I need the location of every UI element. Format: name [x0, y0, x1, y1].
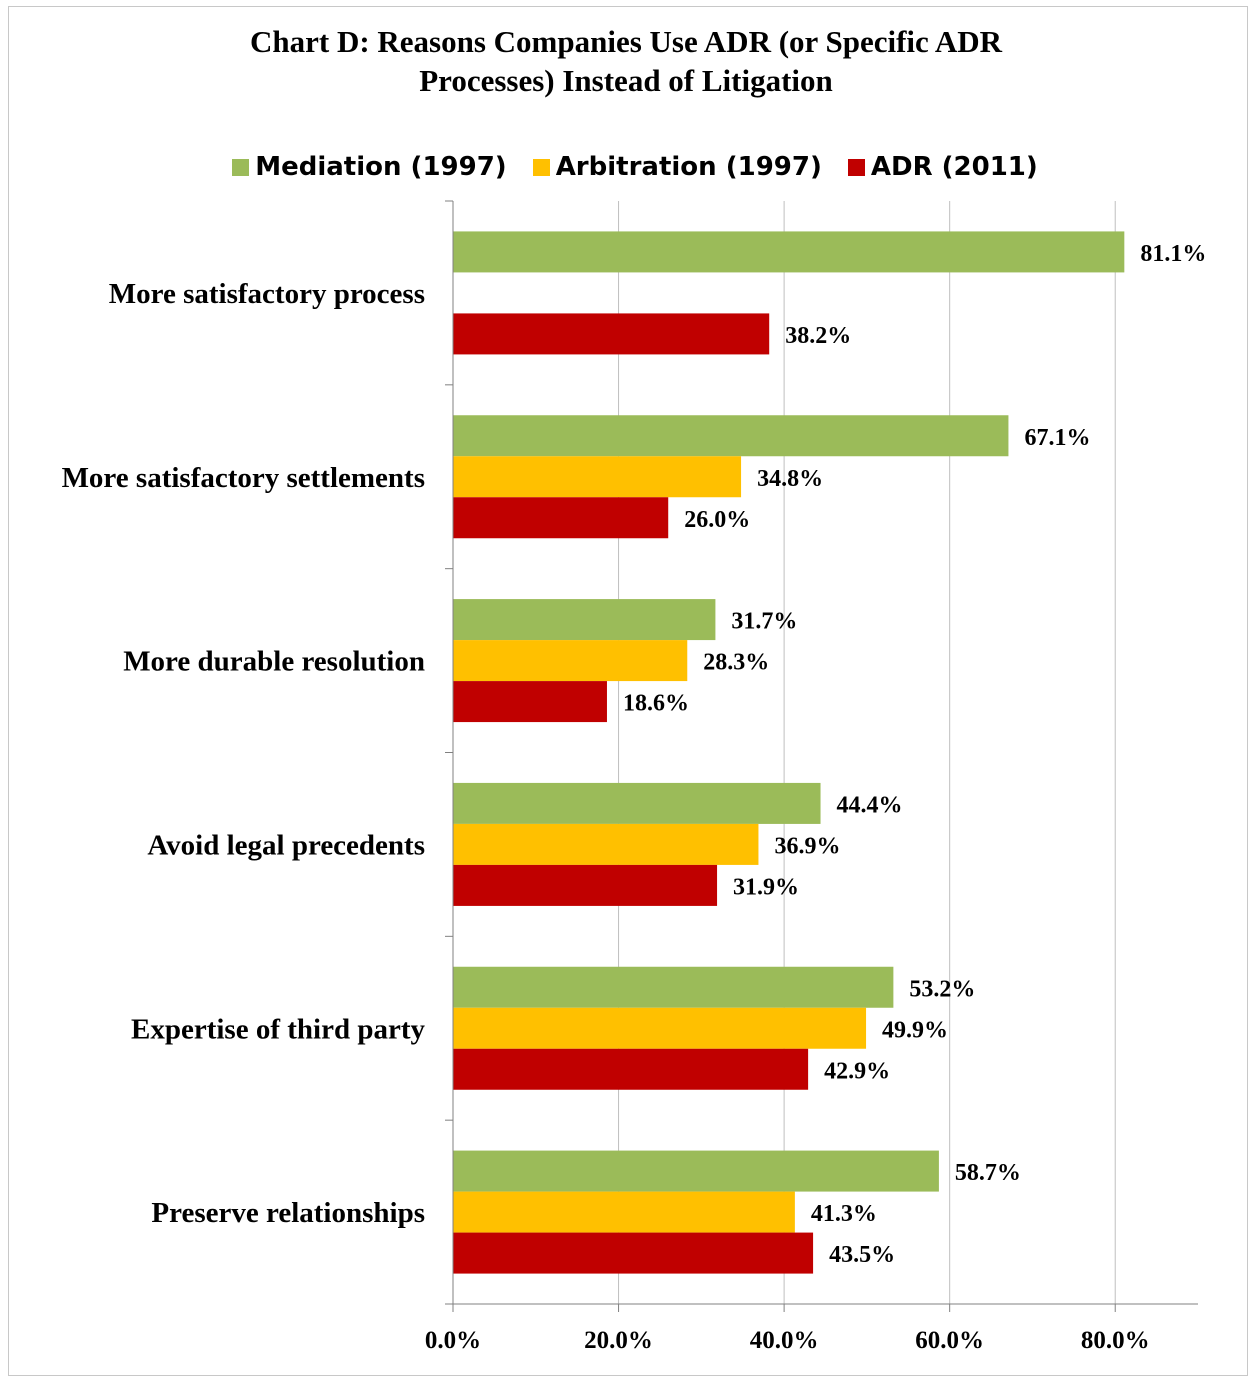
x-tick-label-2: 40.0%: [750, 1327, 819, 1354]
legend-swatch-adr: [847, 158, 865, 176]
legend-item-mediation: Mediation (1997): [232, 152, 507, 182]
bar-2-1: [453, 640, 688, 682]
bar-5-0: [453, 1150, 939, 1192]
bar-1-1: [453, 456, 742, 498]
bar-3-2: [453, 864, 718, 906]
value-label-5-2: 43.5%: [829, 1242, 895, 1268]
x-tick-label-3: 60.0%: [915, 1327, 984, 1354]
bar-0-0: [453, 231, 1125, 273]
x-tick-label-0: 0.0%: [425, 1327, 481, 1354]
chart-title-line-1: Chart D: Reasons Companies Use ADR (or S…: [249, 24, 1002, 59]
bar-2-2: [453, 681, 607, 723]
value-label-1-2: 26.0%: [684, 507, 750, 533]
legend-swatch-arbitration: [532, 158, 550, 176]
value-label-2-1: 28.3%: [703, 650, 769, 676]
legend-label-mediation: Mediation (1997): [255, 152, 507, 182]
bar-3-0: [453, 782, 821, 824]
value-label-1-1: 34.8%: [757, 466, 823, 492]
legend-item-adr: ADR (2011): [847, 152, 1038, 182]
chart-frame: [8, 6, 1248, 1376]
legend-item-arbitration: Arbitration (1997): [532, 152, 822, 182]
x-tick-label-1: 20.0%: [584, 1327, 653, 1354]
value-label-3-0: 44.4%: [837, 792, 903, 818]
value-label-3-2: 31.9%: [733, 874, 799, 900]
value-label-3-1: 36.9%: [774, 833, 840, 859]
legend-label-adr: ADR (2011): [870, 152, 1038, 182]
x-tick-label-4: 80.0%: [1081, 1327, 1150, 1354]
bar-4-1: [453, 1007, 867, 1049]
chart-legend: Mediation (1997) Arbitration (1997) ADR …: [0, 152, 1258, 182]
category-label-0: More satisfactory process: [109, 278, 425, 310]
category-label-3: Avoid legal precedents: [147, 829, 425, 861]
category-label-1: More satisfactory settlements: [62, 462, 425, 494]
bar-3-1: [453, 823, 759, 865]
category-label-5: Preserve relationships: [151, 1197, 425, 1229]
value-label-5-0: 58.7%: [955, 1160, 1021, 1186]
value-label-2-0: 31.7%: [731, 609, 797, 635]
bar-5-1: [453, 1191, 795, 1233]
bar-5-2: [453, 1232, 814, 1274]
bar-4-0: [453, 966, 894, 1008]
value-label-5-1: 41.3%: [811, 1201, 877, 1227]
value-label-4-0: 53.2%: [909, 976, 975, 1002]
category-label-4: Expertise of third party: [131, 1013, 425, 1045]
bar-1-2: [453, 497, 669, 539]
value-label-4-1: 49.9%: [882, 1017, 948, 1043]
legend-label-arbitration: Arbitration (1997): [555, 152, 822, 182]
value-label-1-0: 67.1%: [1024, 425, 1090, 451]
bar-1-0: [453, 415, 1009, 457]
legend-swatch-mediation: [232, 158, 250, 176]
bar-4-2: [453, 1048, 809, 1090]
chart-title: Chart D: Reasons Companies Use ADR (or S…: [0, 22, 1252, 100]
value-label-0-2: 38.2%: [785, 323, 851, 349]
chart-title-line-2: Processes) Instead of Litigation: [419, 63, 833, 98]
bar-0-2: [453, 313, 770, 355]
category-label-2: More durable resolution: [123, 646, 425, 678]
bar-2-0: [453, 599, 716, 641]
value-label-0-0: 81.1%: [1140, 241, 1206, 267]
value-label-4-2: 42.9%: [824, 1058, 890, 1084]
value-label-2-2: 18.6%: [623, 691, 689, 717]
